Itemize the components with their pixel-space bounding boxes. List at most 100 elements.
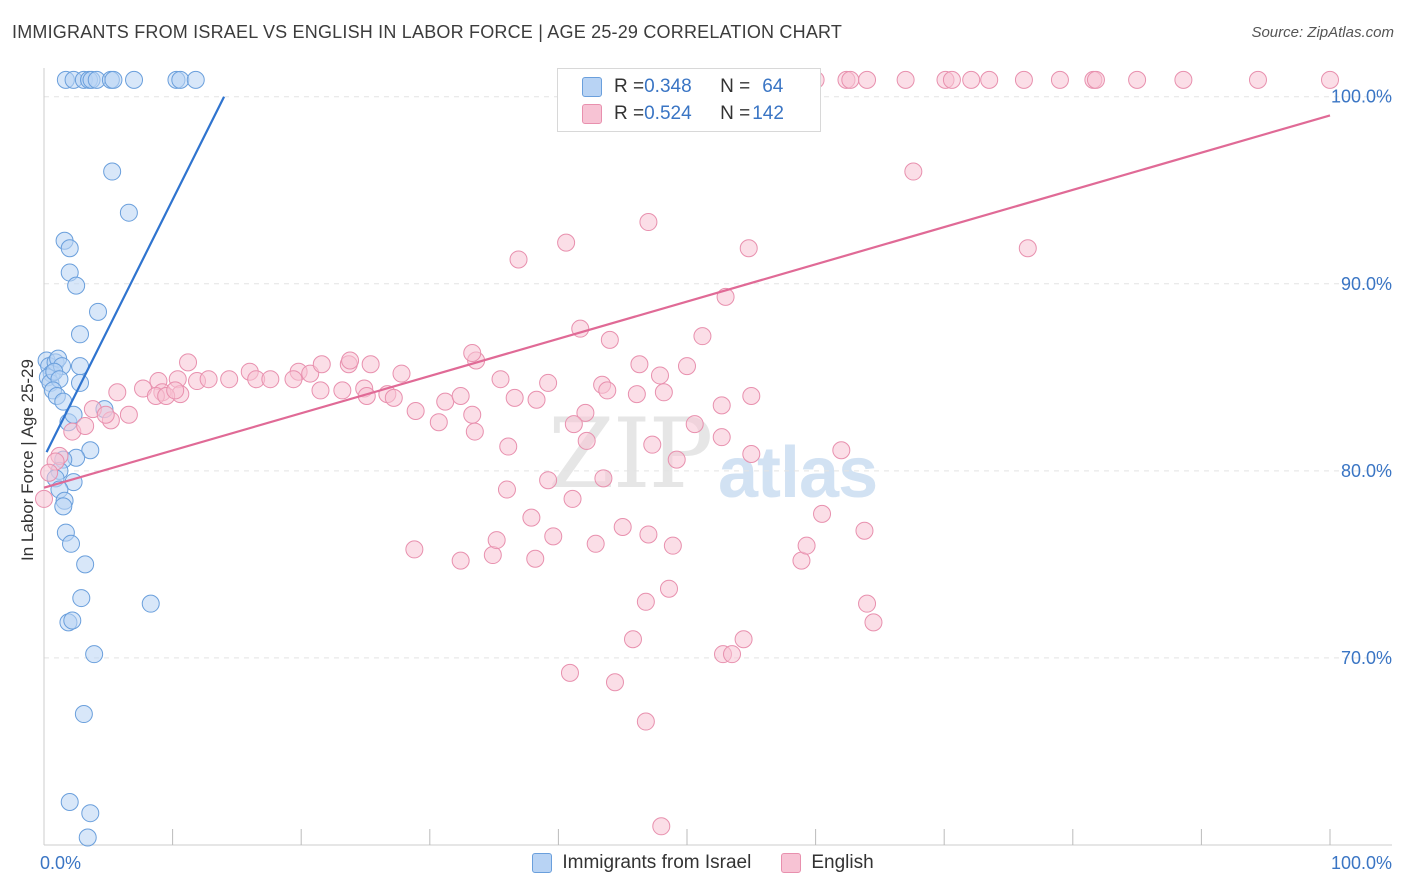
israel-point: [81, 804, 100, 823]
israel-point: [72, 589, 91, 608]
english-point: [557, 233, 576, 252]
english-point: [659, 579, 678, 598]
english-point: [560, 663, 579, 682]
israel-point: [60, 239, 79, 258]
english-point: [119, 405, 138, 424]
english-point: [576, 403, 595, 422]
english-point: [261, 370, 280, 389]
english-point: [463, 405, 482, 424]
english-point: [792, 551, 811, 570]
watermark-atlas: atlas: [718, 433, 878, 513]
english-point: [962, 70, 981, 89]
english-point: [539, 373, 558, 392]
stats-legend-row-israel: R = 0.348 N = 64: [582, 75, 783, 99]
english-point: [1086, 70, 1105, 89]
english-point: [96, 405, 115, 424]
n-value: 142: [752, 103, 784, 124]
english-point: [526, 549, 545, 568]
english-point: [832, 441, 851, 460]
english-point: [858, 594, 877, 613]
israel-point: [89, 302, 108, 321]
stats-legend-row-english: R = 0.524 N = 142: [582, 102, 784, 126]
english-point: [436, 392, 455, 411]
english-point: [522, 508, 541, 527]
english-point: [406, 401, 425, 420]
english-point: [667, 450, 686, 469]
english-point: [199, 370, 218, 389]
israel-point: [54, 497, 73, 516]
english-point: [678, 357, 696, 376]
y-tick-label: 100.0%: [1331, 87, 1392, 107]
n-value: 64: [762, 76, 784, 97]
english-point: [1321, 70, 1339, 89]
x-tick-label: 0.0%: [40, 853, 81, 873]
israel-point: [71, 325, 90, 344]
english-point: [650, 366, 669, 385]
legend-item-israel[interactable]: Immigrants from Israel: [532, 852, 751, 874]
israel-point: [85, 645, 104, 664]
english-point: [405, 540, 424, 559]
english-point: [598, 381, 617, 400]
english-trend-line: [43, 114, 1331, 489]
english-point: [341, 351, 360, 370]
english-point: [600, 330, 619, 349]
english-point: [483, 546, 502, 565]
israel-point: [119, 203, 138, 222]
english-point: [1018, 239, 1037, 258]
english-point: [652, 817, 671, 836]
israel-point: [67, 276, 86, 295]
english-point: [627, 385, 646, 404]
y-tick-label: 80.0%: [1341, 461, 1392, 481]
english-point: [1174, 70, 1193, 89]
stats-legend: R = 0.348 N = 64 R = 0.524 N = 142: [557, 68, 821, 132]
legend-item-english[interactable]: English: [781, 852, 874, 874]
r-label: R =: [614, 76, 645, 97]
israel-point: [62, 534, 81, 553]
english-point: [577, 431, 596, 450]
english-point: [636, 712, 655, 731]
english-point: [544, 527, 563, 546]
english-point: [497, 480, 516, 499]
english-point: [841, 70, 860, 89]
blue-swatch-icon: [532, 853, 553, 873]
israel-point: [171, 70, 190, 89]
english-point: [311, 381, 330, 400]
english-point: [451, 551, 470, 570]
english-point: [613, 517, 632, 536]
english-point: [742, 387, 761, 406]
english-point: [179, 353, 198, 372]
israel-trend-line: [45, 96, 226, 453]
english-point: [896, 70, 915, 89]
legend-label-israel: Immigrants from Israel: [562, 852, 752, 873]
english-point: [539, 471, 558, 490]
chart-title: IMMIGRANTS FROM ISRAEL VS ENGLISH IN LAB…: [12, 22, 843, 42]
english-point: [312, 355, 331, 374]
english-point: [527, 390, 546, 409]
english-point: [1050, 70, 1069, 89]
english-point: [742, 445, 761, 464]
english-point: [693, 327, 712, 346]
english-point: [904, 162, 923, 181]
english-point: [643, 435, 662, 454]
r-value: 0.524: [644, 103, 692, 124]
english-point: [1128, 70, 1147, 89]
israel-point: [74, 705, 93, 724]
english-point: [639, 525, 658, 544]
israel-point: [125, 70, 144, 89]
n-label: N =: [720, 76, 751, 97]
english-point: [942, 70, 961, 89]
english-point: [333, 381, 352, 400]
english-point: [392, 364, 411, 383]
english-point: [712, 428, 731, 447]
english-point: [858, 70, 877, 89]
english-point: [864, 613, 883, 632]
x-tick-label: 100.0%: [1331, 853, 1392, 873]
english-point: [166, 381, 185, 400]
english-point: [594, 469, 613, 488]
english-point: [509, 250, 528, 269]
english-point: [463, 343, 482, 362]
english-point: [813, 504, 832, 523]
blue-swatch-icon: [582, 77, 602, 97]
english-point: [980, 70, 999, 89]
english-point: [284, 370, 303, 389]
